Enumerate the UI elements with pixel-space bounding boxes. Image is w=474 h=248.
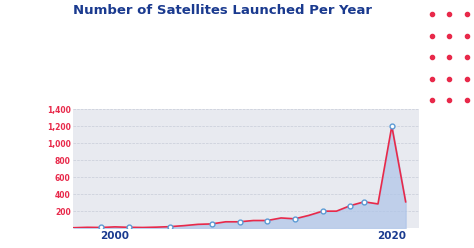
Text: Number of Satellites Launched Per Year: Number of Satellites Launched Per Year bbox=[73, 4, 373, 17]
Text: Data Source: Union of Concerned Scientists: Data Source: Union of Concerned Scientis… bbox=[77, 36, 261, 45]
